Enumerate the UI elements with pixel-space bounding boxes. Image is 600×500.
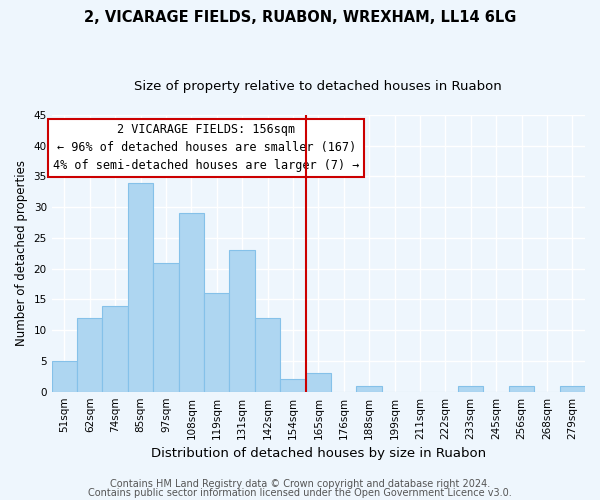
Bar [103,306,128,392]
Text: Contains HM Land Registry data © Crown copyright and database right 2024.: Contains HM Land Registry data © Crown c… [110,479,490,489]
X-axis label: Distribution of detached houses by size in Ruabon: Distribution of detached houses by size … [151,447,486,460]
Bar [77,318,103,392]
Bar [509,386,534,392]
Bar [128,182,153,392]
Bar [458,386,484,392]
Bar [560,386,585,392]
Text: Contains public sector information licensed under the Open Government Licence v3: Contains public sector information licen… [88,488,512,498]
Bar [305,373,331,392]
Bar [204,294,229,392]
Bar [356,386,382,392]
Text: 2 VICARAGE FIELDS: 156sqm
← 96% of detached houses are smaller (167)
4% of semi-: 2 VICARAGE FIELDS: 156sqm ← 96% of detac… [53,124,359,172]
Title: Size of property relative to detached houses in Ruabon: Size of property relative to detached ho… [134,80,502,93]
Bar [280,380,305,392]
Bar [153,262,179,392]
Bar [52,361,77,392]
Text: 2, VICARAGE FIELDS, RUABON, WREXHAM, LL14 6LG: 2, VICARAGE FIELDS, RUABON, WREXHAM, LL1… [84,10,516,25]
Bar [179,214,204,392]
Y-axis label: Number of detached properties: Number of detached properties [15,160,28,346]
Bar [255,318,280,392]
Bar [229,250,255,392]
